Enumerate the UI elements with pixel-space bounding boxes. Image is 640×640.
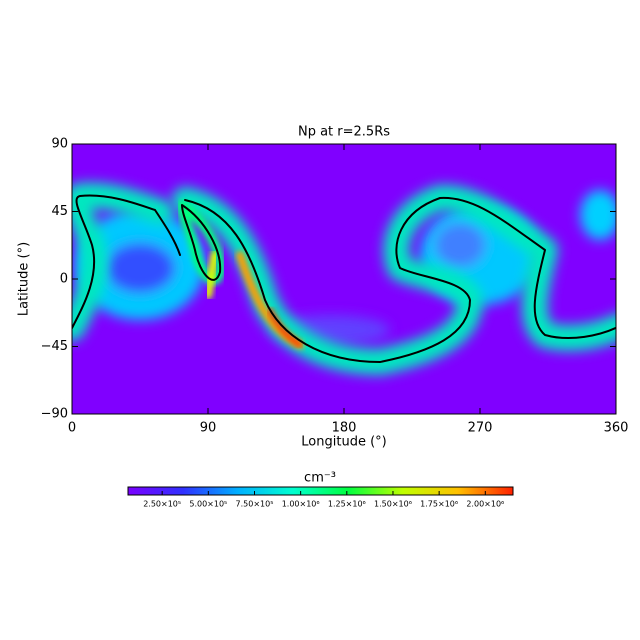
- colorbar-tick-label: 2.00×10⁶: [466, 500, 504, 509]
- colorbar-tick-label: 1.50×10⁶: [374, 500, 412, 509]
- colorbar-tick-label: 1.25×10⁶: [328, 500, 366, 509]
- colorbar-tick-label: 1.75×10⁶: [420, 500, 458, 509]
- y-tick-label: −90: [41, 407, 68, 422]
- x-tick-label: 180: [332, 421, 357, 436]
- colorbar: [127, 486, 514, 496]
- density-map: [72, 144, 616, 414]
- y-tick-label: 90: [51, 137, 68, 152]
- colorbar-label: cm⁻³: [304, 471, 336, 486]
- x-tick-label: 0: [68, 421, 76, 436]
- chart-title: Np at r=2.5Rs: [298, 125, 390, 140]
- colorbar-tick-label: 1.00×10⁶: [282, 500, 320, 509]
- colorbar-tick-label: 2.50×10⁵: [143, 500, 181, 509]
- y-tick-label: −45: [41, 339, 68, 354]
- y-axis-label: Latitude (°): [17, 242, 32, 316]
- x-tick-label: 360: [604, 421, 629, 436]
- x-axis-label: Longitude (°): [301, 435, 386, 450]
- y-tick-label: 0: [60, 272, 68, 287]
- y-tick-label: 45: [51, 204, 68, 219]
- colorbar-tick-label: 7.50×10⁵: [236, 500, 274, 509]
- x-tick-label: 90: [200, 421, 217, 436]
- colorbar-tick-label: 5.00×10⁵: [189, 500, 227, 509]
- x-tick-label: 270: [468, 421, 493, 436]
